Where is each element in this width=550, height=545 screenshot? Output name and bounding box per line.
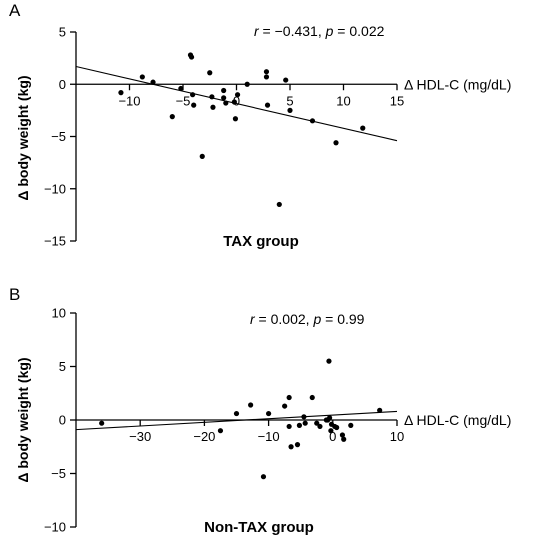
data-point (333, 140, 339, 146)
p-symbol: p (312, 311, 321, 327)
data-point (301, 414, 307, 420)
data-point (328, 428, 334, 434)
data-point (263, 74, 270, 80)
data-point (326, 415, 333, 421)
group-label: TAX group (223, 233, 299, 250)
y-axis-label: Δ body weight (kg) (15, 357, 31, 482)
y-tick-label: −10 (44, 520, 66, 535)
r-symbol: r (254, 23, 260, 39)
correlation-annotation: r = 0.002, p = 0.99 (250, 311, 365, 327)
data-point (221, 87, 227, 94)
data-point (339, 432, 346, 438)
data-point (191, 102, 197, 108)
data-point (288, 444, 294, 450)
data-point (296, 422, 303, 428)
data-point (199, 153, 205, 159)
data-point (139, 74, 145, 80)
p-value: = 0.022 (333, 23, 384, 39)
panel-label: B (9, 285, 20, 304)
x-tick-label: −10 (258, 429, 280, 444)
data-point (223, 100, 229, 106)
data-point (234, 92, 241, 98)
data-point (264, 102, 271, 108)
data-point (118, 90, 124, 96)
data-point (317, 423, 323, 430)
data-point (99, 420, 105, 426)
y-tick-label: −10 (44, 181, 66, 196)
p-value: = 0.99 (321, 311, 364, 327)
data-point (348, 422, 354, 428)
data-point (231, 99, 237, 105)
data-point (244, 81, 250, 87)
x-tick-label: 10 (390, 429, 404, 444)
x-tick-label: 10 (336, 93, 350, 108)
data-point (260, 474, 267, 480)
y-tick-label: 10 (52, 306, 66, 321)
data-point (209, 94, 215, 100)
data-point (221, 95, 227, 101)
data-point (341, 436, 347, 442)
x-tick-label: 15 (390, 93, 404, 108)
data-point (287, 107, 293, 113)
r-value: = 0.002, (255, 311, 314, 327)
p-symbol: p (325, 23, 334, 39)
data-point (286, 423, 292, 430)
data-point (309, 118, 316, 124)
data-point (263, 69, 270, 75)
r-value: = −0.431, (259, 23, 326, 39)
data-point (326, 358, 332, 364)
data-point (266, 410, 272, 417)
data-point (178, 85, 184, 92)
data-point (248, 402, 254, 408)
y-axis-label: Δ body weight (kg) (15, 75, 31, 200)
regression-line (75, 65, 398, 142)
x-axis-label: Δ HDL-C (mg/dL) (404, 76, 511, 92)
y-tick-label: −5 (51, 466, 66, 481)
data-point (334, 424, 340, 431)
data-point (188, 54, 195, 60)
chart-panel-a: A50−5−10−15−10−5051015Δ HDL-C (mg/dL)Δ b… (9, 1, 511, 250)
data-point (276, 201, 282, 208)
y-tick-label: 5 (59, 359, 66, 374)
data-point (190, 92, 196, 98)
data-point (294, 442, 301, 448)
data-point (233, 410, 240, 417)
regression-line (75, 410, 398, 431)
data-point (210, 104, 216, 110)
data-point (282, 403, 288, 409)
data-point (207, 70, 213, 76)
y-tick-label: 5 (59, 25, 66, 40)
data-point (314, 420, 320, 426)
y-tick-label: −15 (44, 234, 66, 249)
data-point (232, 116, 239, 122)
data-point (283, 77, 289, 83)
x-tick-label: −5 (176, 93, 191, 108)
group-label: Non-TAX group (204, 519, 314, 536)
data-point (169, 114, 175, 120)
x-axis-label: Δ HDL-C (mg/dL) (404, 412, 511, 428)
x-tick-label: 0 (329, 429, 336, 444)
r-symbol: r (250, 311, 256, 327)
y-tick-label: 0 (59, 77, 66, 92)
data-point (360, 125, 366, 131)
data-point (309, 394, 315, 401)
data-point (377, 407, 383, 413)
x-tick-label: −20 (193, 429, 215, 444)
data-point (302, 420, 308, 426)
y-tick-label: 0 (59, 413, 66, 428)
correlation-annotation: r = −0.431, p = 0.022 (254, 23, 385, 39)
data-point (286, 394, 292, 401)
x-tick-label: 5 (286, 93, 293, 108)
panel-label: A (9, 1, 21, 20)
data-point (217, 428, 224, 434)
y-tick-label: −5 (51, 129, 66, 144)
x-tick-label: −10 (118, 93, 140, 108)
x-tick-label: −30 (129, 429, 151, 444)
data-point (150, 79, 156, 85)
